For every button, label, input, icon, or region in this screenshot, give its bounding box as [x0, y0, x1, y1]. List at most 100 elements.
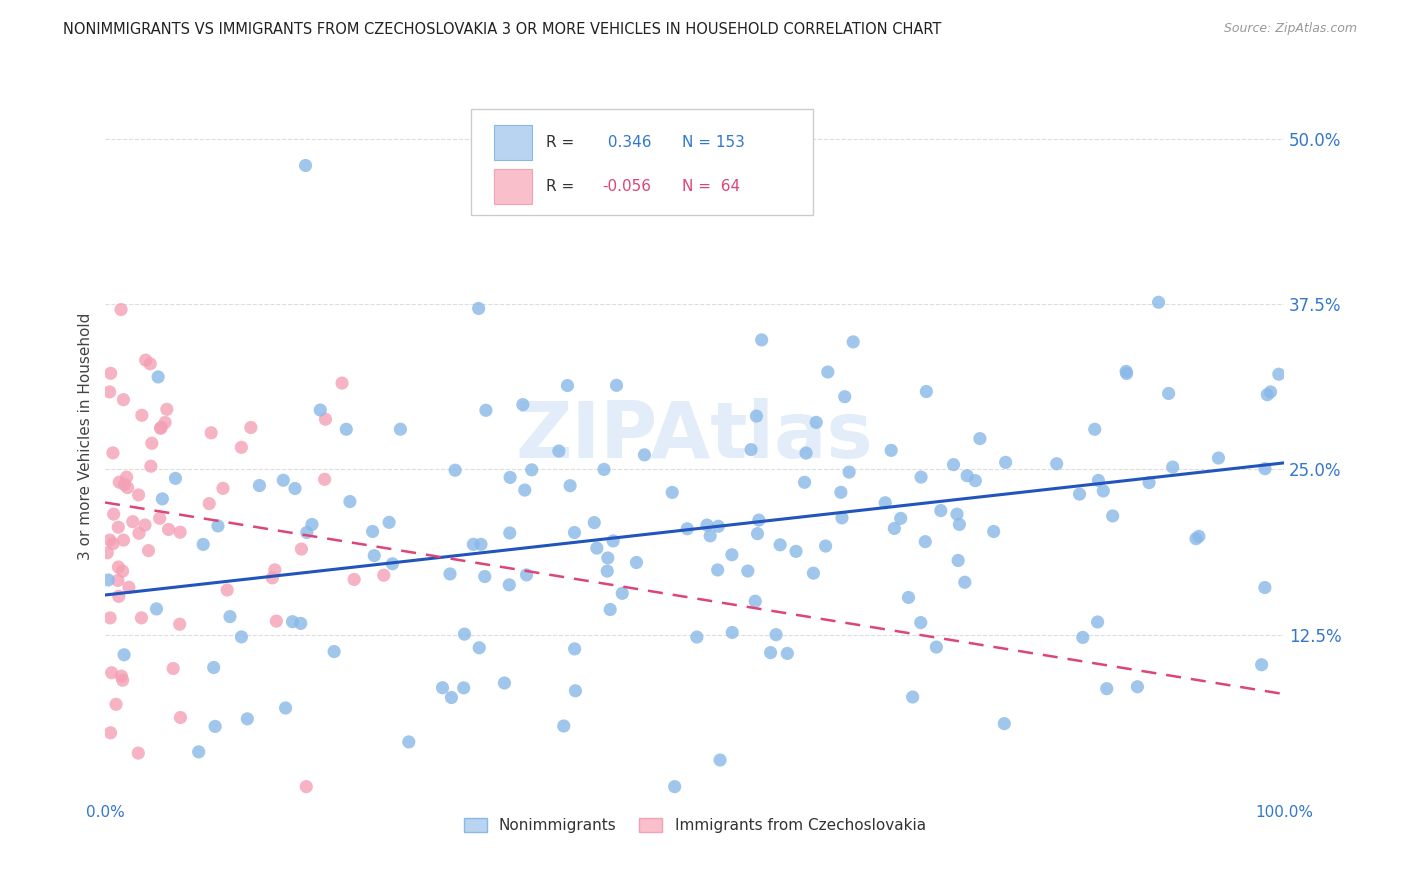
Point — [111, 673, 134, 688]
Point — [323, 644, 346, 658]
Point — [131, 611, 153, 625]
Point — [910, 615, 932, 630]
Point — [842, 334, 865, 349]
Point — [271, 473, 294, 487]
Point — [721, 548, 744, 562]
Point — [135, 353, 157, 368]
Text: ZIPAtlas: ZIPAtlas — [516, 399, 873, 475]
Point — [883, 521, 905, 535]
Point — [512, 398, 534, 412]
Point — [150, 491, 173, 506]
Point — [817, 365, 839, 379]
Point — [1256, 388, 1278, 402]
Point — [838, 465, 860, 479]
Point — [914, 534, 936, 549]
Text: N =  64: N = 64 — [682, 179, 740, 194]
Point — [157, 523, 180, 537]
Point — [98, 611, 121, 625]
Point — [139, 459, 162, 474]
Point — [453, 681, 475, 695]
Text: -0.056: -0.056 — [603, 179, 652, 194]
Point — [602, 533, 624, 548]
Point — [596, 564, 619, 578]
Point — [290, 542, 312, 557]
Point — [748, 513, 770, 527]
Point — [101, 446, 124, 460]
Point — [444, 463, 467, 477]
Text: R =: R = — [546, 179, 579, 194]
Point — [100, 367, 122, 381]
Point — [330, 376, 353, 390]
Point — [1115, 367, 1137, 381]
Point — [207, 519, 229, 533]
Point — [834, 390, 856, 404]
Point — [187, 745, 209, 759]
Point — [105, 698, 128, 712]
Point — [548, 444, 571, 458]
Point — [956, 468, 979, 483]
Point — [558, 478, 581, 492]
FancyBboxPatch shape — [471, 110, 813, 215]
Point — [793, 475, 815, 490]
Point — [474, 569, 496, 583]
Point — [806, 416, 828, 430]
Point — [127, 746, 149, 760]
Point — [134, 518, 156, 533]
Point — [231, 630, 253, 644]
Point — [740, 442, 762, 457]
Point — [803, 566, 825, 581]
Point — [1208, 450, 1230, 465]
Point — [875, 496, 897, 510]
Point — [776, 647, 799, 661]
Point — [432, 681, 454, 695]
Point — [110, 302, 132, 317]
Point — [107, 560, 129, 574]
Point — [744, 594, 766, 608]
Point — [290, 616, 312, 631]
Point — [925, 640, 948, 654]
Point — [468, 640, 491, 655]
Point — [910, 470, 932, 484]
Point — [696, 518, 718, 533]
Point — [1087, 474, 1109, 488]
Text: R =: R = — [546, 135, 579, 150]
Point — [1161, 460, 1184, 475]
Point — [494, 676, 516, 690]
Point — [236, 712, 259, 726]
Point — [217, 582, 239, 597]
Point — [470, 537, 492, 551]
Point — [112, 533, 135, 547]
Point — [169, 617, 191, 632]
Point — [284, 482, 307, 496]
Point — [149, 421, 172, 435]
Point — [266, 614, 288, 628]
Point — [463, 537, 485, 551]
Point — [1126, 680, 1149, 694]
Point — [117, 481, 139, 495]
FancyBboxPatch shape — [495, 125, 531, 160]
Point — [335, 422, 357, 436]
Point — [169, 525, 191, 540]
Point — [994, 455, 1017, 469]
Point — [1095, 681, 1118, 696]
Point — [295, 780, 318, 794]
Point — [890, 511, 912, 525]
Point — [605, 378, 627, 392]
Point — [212, 481, 235, 495]
Point — [661, 485, 683, 500]
Point — [707, 519, 730, 533]
Point — [830, 485, 852, 500]
Point — [769, 538, 792, 552]
Point — [389, 422, 412, 436]
Point — [112, 477, 135, 491]
Point — [309, 403, 332, 417]
Point — [141, 436, 163, 450]
Point — [499, 526, 522, 541]
Point — [103, 507, 125, 521]
Point — [281, 615, 304, 629]
Point — [440, 690, 463, 705]
Point — [156, 402, 179, 417]
Point — [1147, 295, 1170, 310]
Point — [193, 537, 215, 551]
Point — [993, 716, 1015, 731]
